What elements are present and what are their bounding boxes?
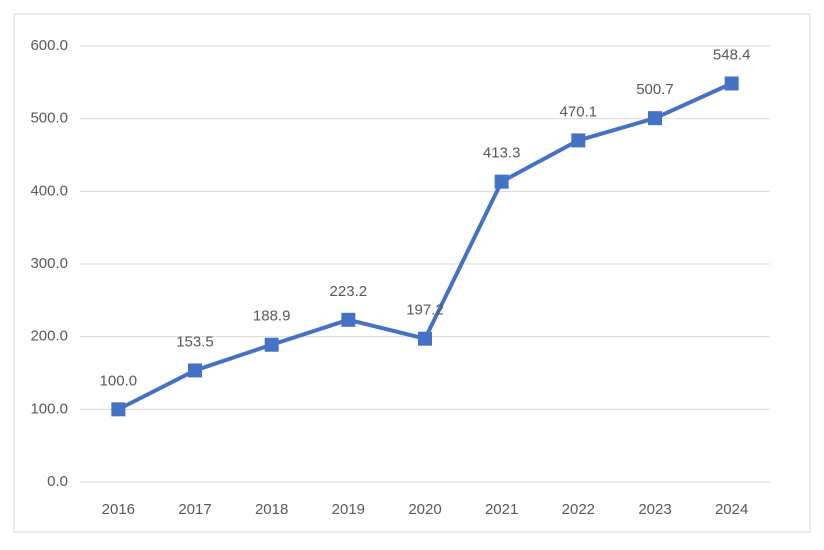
marker [264,337,279,352]
y-tick-label: 100.0 [30,400,68,417]
chart-border [13,13,811,533]
x-tick-label: 2018 [255,501,288,518]
marker [494,174,509,189]
data-label: 500.7 [636,81,674,98]
x-tick-label: 2021 [485,501,518,518]
y-tick-label: 600.0 [30,37,68,54]
x-tick-label: 2016 [102,501,135,518]
data-label: 470.1 [560,103,598,120]
marker [724,76,739,91]
x-tick-label: 2020 [408,501,441,518]
y-tick-label: 300.0 [30,255,68,272]
data-label: 413.3 [483,145,521,162]
y-tick-label: 0.0 [47,473,68,490]
data-label: 188.9 [253,308,291,325]
data-label: 197.2 [406,302,444,319]
marker [418,331,432,346]
data-label: 223.2 [330,283,368,300]
y-tick-label: 200.0 [30,328,68,345]
data-label: 548.4 [713,46,751,63]
marker [571,133,586,148]
x-tick-label: 2022 [562,501,595,518]
marker [111,402,126,417]
x-tick-label: 2017 [178,501,211,518]
data-label: 153.5 [176,333,214,350]
y-tick-label: 500.0 [30,110,68,127]
data-label: 100.0 [100,372,138,389]
x-tick-label: 2023 [638,501,671,518]
x-tick-label: 2019 [332,501,365,518]
x-tick-label: 2024 [715,501,748,518]
marker [188,363,202,378]
y-tick-label: 400.0 [30,182,68,199]
marker [341,312,356,327]
marker [648,111,662,126]
